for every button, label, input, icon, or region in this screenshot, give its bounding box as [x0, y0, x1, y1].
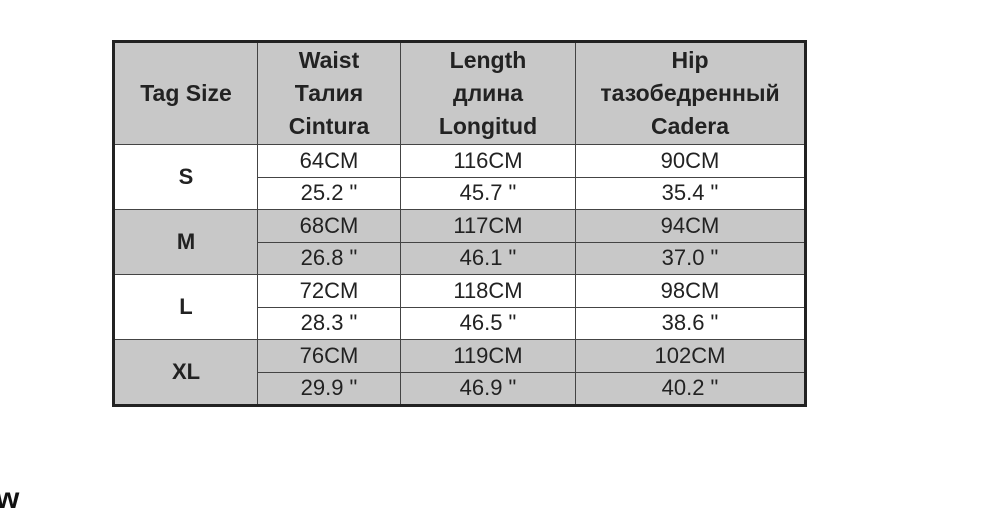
size-cell: L [113, 274, 258, 340]
measurement-cell: 118CM [400, 274, 576, 308]
measurement-cell: 26.8 " [257, 241, 401, 275]
cropped-text-fragment: w [0, 482, 20, 515]
table-row: 29.9 " 46.9 " 40.2 " [114, 371, 806, 406]
measurement-cell: 98CM [575, 274, 806, 308]
measurement-cell: 76CM [257, 339, 401, 373]
table-row: S 64CM 116CM 90CM [113, 144, 806, 210]
measurement-cell: 29.9 " [257, 371, 401, 406]
column-header: Waist Талия Cintura [257, 41, 401, 145]
measurement-cell: 90CM [575, 144, 806, 178]
table-row: M 68CM 117CM 94CM [113, 209, 806, 275]
measurement-cell: 45.7 " [400, 176, 576, 210]
column-header-line: Hip [671, 47, 709, 73]
table-row: L 72CM 118CM 98CM [113, 274, 806, 340]
measurement-cell: 35.4 " [575, 176, 806, 210]
column-header-line: Талия [294, 80, 364, 106]
column-header-line: Waist [298, 47, 360, 73]
table-row: 28.3 " 46.5 " 38.6 " [114, 306, 806, 340]
measurement-cell: 94CM [575, 209, 806, 243]
column-header-line: тазобедренный [600, 80, 780, 106]
measurement-cell: 38.6 " [575, 306, 806, 340]
measurement-cell: 119CM [400, 339, 576, 373]
header-row: Tag Size Waist Талия Cintura Length длина Long… [113, 41, 806, 145]
table-row: XL 76CM 119CM 102CM [113, 339, 806, 406]
measurement-cell: 64CM [257, 144, 401, 178]
size-cell: S [113, 144, 258, 210]
column-header-line: Cadera [651, 113, 729, 139]
column-header: Hip тазобедренный Cadera [575, 41, 806, 145]
column-header-line: Longitud [438, 113, 538, 139]
column-header: Length длина Longitud [400, 41, 576, 145]
measurement-cell: 25.2 " [257, 176, 401, 210]
measurement-cell: 102CM [575, 339, 806, 373]
measurement-cell: 40.2 " [575, 371, 806, 406]
column-header-line: Tag Size [140, 80, 232, 106]
measurement-cell: 37.0 " [575, 241, 806, 275]
column-header-line: Cintura [288, 113, 370, 139]
column-header: Tag Size [113, 41, 258, 145]
table-row: 25.2 " 45.7 " 35.4 " [114, 176, 806, 210]
measurement-cell: 46.1 " [400, 241, 576, 275]
column-header-line: длина [452, 80, 524, 106]
table-row: 26.8 " 46.1 " 37.0 " [114, 241, 806, 275]
measurement-cell: 117CM [400, 209, 576, 243]
measurement-cell: 46.9 " [400, 371, 576, 406]
measurement-cell: 68CM [257, 209, 401, 243]
size-cell: M [113, 209, 258, 275]
column-header-line: Length [449, 47, 527, 73]
measurement-cell: 28.3 " [257, 306, 401, 340]
size-cell: XL [113, 339, 258, 406]
measurement-cell: 116CM [400, 144, 576, 178]
size-chart-table: Tag Size Waist Талия Cintura Length длина Long… [112, 40, 807, 407]
measurement-cell: 72CM [257, 274, 401, 308]
measurement-cell: 46.5 " [400, 306, 576, 340]
